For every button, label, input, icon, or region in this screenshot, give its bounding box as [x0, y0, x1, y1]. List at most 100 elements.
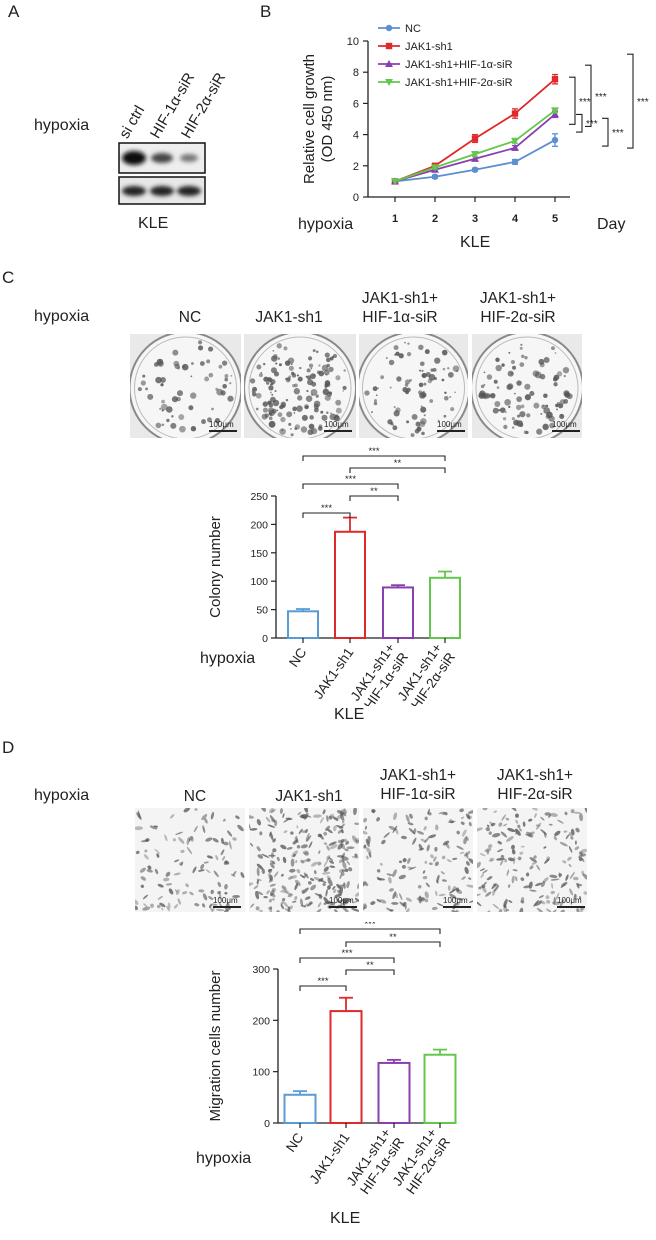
colony-sig-bracket: [349, 467, 446, 473]
growth-sig-bracket-3: [627, 53, 634, 149]
growth-y-tick-label: 4: [353, 130, 359, 142]
panel-c-cell-line: KLE: [334, 706, 365, 723]
growth-x-tick-label: 1: [392, 213, 398, 225]
growth-series-3: [391, 107, 559, 186]
migration-cond-hif1a: JAK1-sh1+ HIF-1α-siR: [379, 767, 457, 803]
colony-sig-bracket: [349, 495, 399, 501]
western-blot: [118, 142, 206, 205]
colony-sig-label: **: [394, 458, 402, 469]
growth-legend-marker: [385, 42, 393, 50]
colony-y-tick-label: 200: [250, 519, 268, 531]
growth-point: [511, 137, 519, 145]
migration-x-tick-label: JAK1-sh1+HIF-2α-siR: [390, 1125, 454, 1197]
panel-d-hypoxia-label: hypoxia: [34, 787, 90, 804]
colony-dish-hif1a: [359, 334, 468, 438]
colony-cond-jak1: JAK1-sh1: [255, 309, 323, 326]
growth-x-tick-label: 2: [432, 213, 438, 225]
growth-point: [471, 151, 479, 159]
growth-sig-bracket-3-label: ***: [637, 97, 649, 108]
growth-point: [471, 154, 479, 162]
colony-scale-bar-2: 100μm: [324, 420, 352, 432]
colony-scale-bar-1: 100μm: [209, 420, 237, 432]
blot-loading-band-1: [122, 186, 146, 196]
migration-bar: [329, 1010, 363, 1124]
colony-y-tick-label: 0: [262, 633, 268, 645]
growth-legend-marker: [385, 24, 393, 32]
migration-sig-label: ***: [364, 922, 375, 930]
migration-sig-label: **: [389, 932, 397, 943]
growth-sig-bracket-5-label: ***: [612, 128, 624, 139]
migration-scale-bar-3: 100μm: [443, 896, 471, 908]
migration-scale-bar-4: 100μm: [557, 896, 585, 908]
migration-cond-jak1: JAK1-sh1: [275, 788, 343, 805]
growth-sig-bracket-4: [576, 113, 583, 133]
migration-sig-label: ***: [341, 948, 352, 959]
blot-loading-band-2: [150, 186, 174, 196]
blot-band-hif2a: [180, 154, 198, 162]
colony-y-tick-label: 150: [250, 548, 268, 560]
colony-bar: [382, 586, 414, 639]
growth-legend-label: JAK1-sh1: [405, 41, 453, 53]
panel-c-chart-hypoxia: hypoxia: [200, 650, 256, 667]
colony-y-tick-label: 250: [250, 491, 268, 503]
growth-x-tick-label: 3: [472, 213, 478, 225]
migration-y-tick-label: 300: [252, 964, 270, 976]
blot-loading-band-3: [177, 186, 201, 196]
colony-y-tick-label: 50: [256, 605, 268, 617]
migration-image-jak1: [249, 808, 359, 912]
panel-c-letter: C: [2, 268, 15, 287]
panel-d-chart-hypoxia: hypoxia: [196, 1150, 252, 1167]
migration-image-nc: [135, 808, 245, 912]
panel-d-letter: D: [2, 738, 15, 757]
panel-b-day-label: Day: [597, 216, 626, 233]
growth-y-tick-label: 10: [347, 36, 359, 48]
growth-sig-bracket-1-label: ***: [579, 97, 591, 108]
growth-point: [471, 135, 479, 142]
colony-dish-hif2a: [472, 334, 582, 438]
migration-y-tick-label: 0: [264, 1118, 270, 1130]
growth-point: [431, 173, 439, 180]
colony-cond-hif1a: JAK1-sh1+ HIF-1α-siR: [361, 290, 439, 326]
blot-band-si-ctrl: [122, 151, 146, 165]
migration-cond-hif2a: JAK1-sh1+ HIF-2α-siR: [496, 767, 574, 803]
growth-legend-marker: [385, 60, 393, 67]
migration-image-hif1a: [363, 808, 473, 912]
panel-b-letter: B: [260, 2, 272, 21]
migration-y-axis-label: Migration cells number: [207, 971, 224, 1122]
growth-point: [511, 158, 519, 166]
migration-sig-bracket: [299, 957, 395, 963]
migration-x-tick-label: NC: [283, 1130, 307, 1155]
migration-y-tick-label: 200: [252, 1015, 270, 1027]
growth-point: [431, 164, 439, 172]
migration-bar: [283, 1093, 317, 1124]
colony-dish-jak1: [244, 334, 356, 438]
panel-a-hypoxia-label: hypoxia: [34, 117, 90, 134]
migration-number-chart: 0 100 200 300 Migration cells number NC JAK1-s…: [207, 922, 457, 1197]
growth-y-tick-label: 6: [353, 98, 359, 110]
colony-sig-bracket: [302, 455, 446, 461]
blot-band-hif1a: [151, 153, 173, 163]
growth-x-tick-label: 4: [512, 213, 519, 225]
growth-point: [511, 110, 519, 117]
growth-point: [551, 76, 559, 83]
growth-series-line: [394, 78, 556, 183]
growth-point: [391, 178, 399, 186]
growth-sig-bracket-4-label: ***: [586, 119, 598, 130]
growth-point: [511, 143, 519, 151]
migration-bar: [377, 1061, 411, 1125]
colony-sig-label: **: [370, 486, 378, 497]
growth-point: [551, 136, 559, 144]
colony-bar: [287, 610, 319, 639]
growth-y-tick-label: 2: [353, 161, 359, 173]
growth-sig-bracket-2-label: ***: [595, 92, 607, 103]
panel-b-hypoxia-label: hypoxia: [298, 216, 354, 233]
panel-d-cell-line: KLE: [330, 1210, 361, 1227]
colony-x-tick-label: JAK1-sh1+HIF-2α-siR: [395, 640, 459, 706]
colony-y-tick-label: 100: [250, 576, 268, 588]
colony-scale-bar-4: 100μm: [552, 420, 580, 432]
growth-x-tick-label: 5: [552, 213, 558, 225]
panel-b-cell-line: KLE: [460, 234, 491, 251]
migration-scale-bar-1: 100μm: [213, 896, 241, 908]
